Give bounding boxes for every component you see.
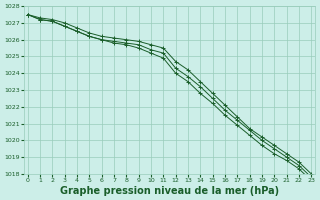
- X-axis label: Graphe pression niveau de la mer (hPa): Graphe pression niveau de la mer (hPa): [60, 186, 279, 196]
